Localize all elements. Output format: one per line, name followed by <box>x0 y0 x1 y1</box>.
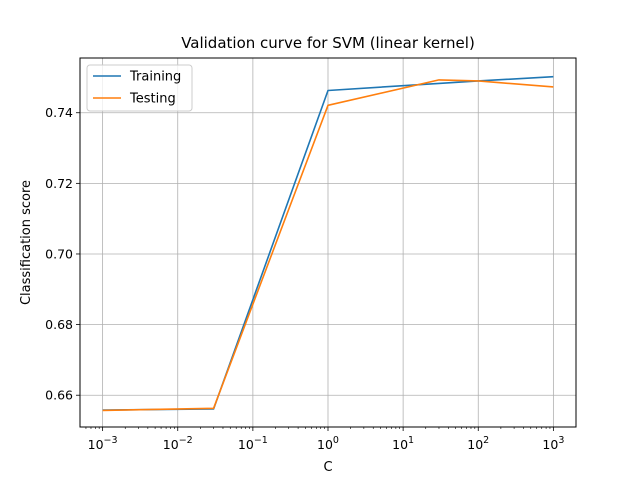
y-tick-label: 0.66 <box>45 388 73 403</box>
x-tick-label-exponent: 0 <box>333 435 339 446</box>
x-tick-label-exponent: −3 <box>104 435 118 446</box>
x-tick-label-base: 10 <box>238 437 254 452</box>
legend-label-testing: Testing <box>129 92 176 107</box>
x-tick-label: 101 <box>392 435 414 452</box>
x-tick-label-exponent: −1 <box>254 435 268 446</box>
x-tick-label-base: 10 <box>467 437 483 452</box>
x-axis-ticks: 10−3 10−2 10−1 100 101 102 103 <box>85 427 564 452</box>
x-tick-label: 10−2 <box>163 435 193 452</box>
x-tick-label-exponent: 3 <box>558 435 564 446</box>
y-tick-label: 0.70 <box>45 246 73 261</box>
y-axis-label: Classification score <box>19 180 34 305</box>
x-tick-label-exponent: −2 <box>179 435 193 446</box>
x-tick-label: 102 <box>467 435 489 452</box>
legend: Training Testing <box>86 64 193 112</box>
y-tick-label: 0.74 <box>45 105 73 120</box>
y-tick-label: 0.72 <box>45 176 73 191</box>
legend-label-training: Training <box>129 70 181 85</box>
x-tick-label: 103 <box>542 435 564 452</box>
grid-lines <box>80 58 576 427</box>
x-tick-label-base: 10 <box>163 437 179 452</box>
x-tick-label-base: 10 <box>88 437 104 452</box>
series-line-testing <box>102 79 554 412</box>
x-tick-label: 10−1 <box>238 435 268 452</box>
y-tick-label: 0.68 <box>45 317 73 332</box>
x-axis-label: C <box>323 460 332 475</box>
y-axis-ticks: 0.66 0.68 0.70 0.72 0.74 <box>45 105 80 403</box>
x-tick-label-base: 10 <box>542 437 558 452</box>
plot-series <box>102 75 554 412</box>
chart-title: Validation curve for SVM (linear kernel) <box>181 34 475 52</box>
x-tick-label: 10−3 <box>88 435 118 452</box>
x-tick-label-base: 10 <box>317 437 333 452</box>
x-tick-label-exponent: 2 <box>483 435 489 446</box>
x-tick-label-exponent: 1 <box>408 435 414 446</box>
x-tick-label: 100 <box>317 435 339 452</box>
x-tick-label-base: 10 <box>392 437 408 452</box>
